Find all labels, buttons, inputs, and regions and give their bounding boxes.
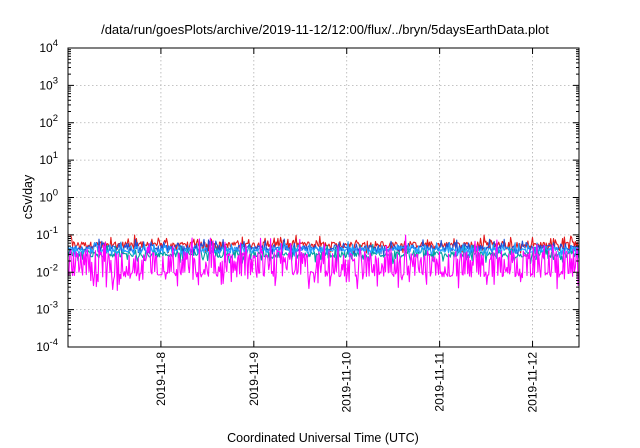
y-tick-label: 102 bbox=[39, 113, 58, 130]
grid bbox=[68, 48, 579, 347]
ticks bbox=[68, 47, 579, 348]
y-tick-label: 101 bbox=[39, 150, 58, 167]
x-axis-label: Coordinated Universal Time (UTC) bbox=[227, 431, 419, 445]
y-tick-label: 10-3 bbox=[36, 300, 58, 317]
x-tick-label: 2019-11-10 bbox=[340, 352, 354, 413]
y-tick-label: 10-1 bbox=[36, 225, 58, 242]
y-tick-label: 104 bbox=[39, 38, 58, 55]
y-axis-label: cSv/day bbox=[21, 174, 35, 219]
y-tick-label: 10-4 bbox=[36, 337, 58, 354]
x-tick-labels: 2019-11-8 2019-11-9 2019-11-10 2019-11-11 20… bbox=[154, 352, 540, 413]
y-tick-labels: 10-4 10-3 10-2 10-1 100 101 102 103 104 bbox=[36, 38, 58, 354]
chart-title: /data/run/goesPlots/archive/2019-11-12/1… bbox=[101, 22, 549, 37]
y-tick-label: 10-2 bbox=[36, 262, 58, 279]
y-tick-label: 100 bbox=[39, 188, 58, 205]
series-line bbox=[67, 234, 580, 291]
x-tick-label: 2019-11-11 bbox=[433, 352, 447, 412]
series-line bbox=[67, 241, 580, 259]
y-tick-label: 103 bbox=[39, 75, 58, 92]
x-tick-label: 2019-11-12 bbox=[526, 352, 540, 413]
x-tick-label: 2019-11-9 bbox=[247, 352, 261, 406]
series-layer bbox=[67, 234, 580, 291]
x-tick-label: 2019-11-8 bbox=[154, 352, 168, 406]
